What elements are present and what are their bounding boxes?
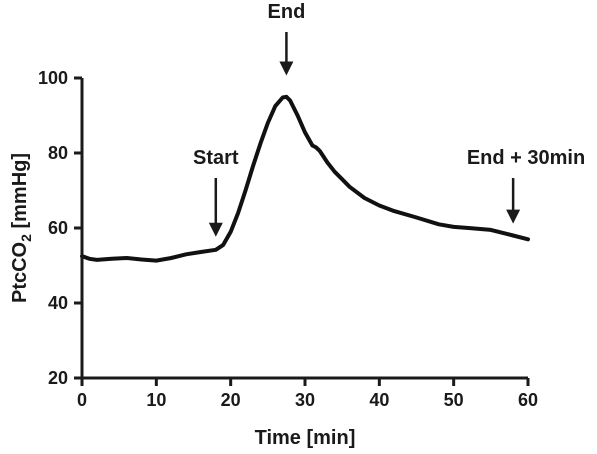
x-axis-label: Time [min] [255, 427, 356, 449]
y-tick-label: 20 [48, 368, 68, 388]
y-tick-label: 80 [48, 143, 68, 163]
y-axis-label-main: PtcCO [9, 242, 31, 303]
annotation-label: Start [193, 147, 239, 169]
y-tick-label: 40 [48, 293, 68, 313]
y-axis-label-subscript: 2 [18, 234, 34, 242]
axes [80, 78, 528, 380]
axis-ticks: 0 10 20 30 40 50 60 20 40 60 80 100 [38, 68, 538, 410]
x-tick-label: 50 [444, 390, 464, 410]
series-line [80, 94, 530, 263]
y-axis-label: PtcCO2 [mmHg] [9, 153, 34, 303]
annotation-arrow-head [208, 222, 223, 237]
annotation-arrow-head [279, 61, 294, 76]
x-tick-label: 20 [221, 390, 241, 410]
x-tick-label: 40 [369, 390, 389, 410]
y-tick-label: 100 [38, 68, 68, 88]
x-tick-label: 10 [146, 390, 166, 410]
annotation-label: End [268, 1, 306, 23]
annotations: Start End End + 30min [193, 1, 585, 237]
series-layer [80, 94, 530, 263]
y-axis-label-unit: [mmHg] [9, 153, 31, 234]
x-tick-label: 0 [77, 390, 87, 410]
annotation-arrow-head [506, 209, 521, 224]
x-tick-label: 30 [295, 390, 315, 410]
y-tick-label: 60 [48, 218, 68, 238]
annotation-label: End + 30min [467, 147, 585, 169]
x-tick-label: 60 [518, 390, 538, 410]
